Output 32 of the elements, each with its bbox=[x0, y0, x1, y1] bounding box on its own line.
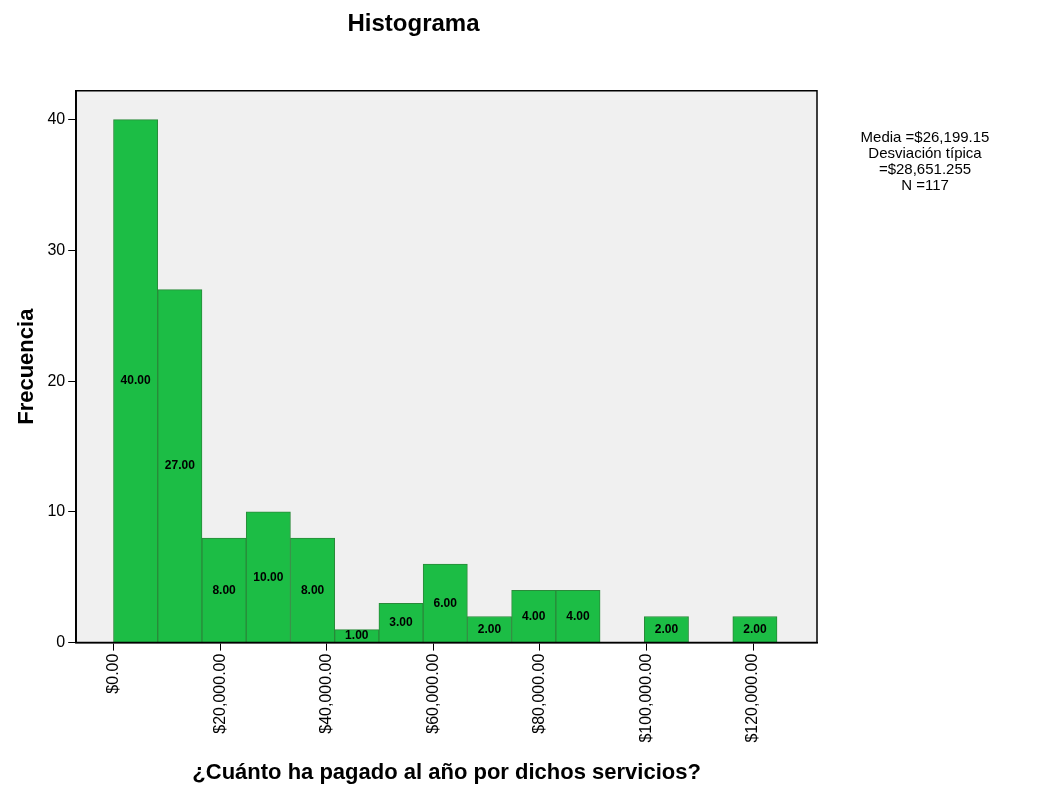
text: N =117 bbox=[900, 176, 950, 193]
text: Media =$26,199.15 bbox=[859, 128, 991, 145]
data-label: 1.00 bbox=[345, 628, 369, 643]
x-tick-label: $120,000.00 bbox=[743, 653, 761, 743]
x-tick-label: $80,000.00 bbox=[530, 653, 548, 734]
text: =$28,651.255 bbox=[877, 160, 972, 177]
data-label: 3.00 bbox=[389, 615, 414, 630]
data-label: 2.00 bbox=[477, 621, 502, 636]
data-label: 8.00 bbox=[300, 582, 325, 597]
y-tick-label: 40 bbox=[47, 109, 66, 127]
x-tick-label: $0.00 bbox=[103, 653, 121, 694]
data-label: 4.00 bbox=[522, 608, 546, 623]
y-tick-label: 10 bbox=[47, 502, 66, 520]
data-label: 40.00 bbox=[120, 373, 151, 388]
data-label: 27.00 bbox=[164, 458, 196, 473]
y-tick-label: 0 bbox=[56, 633, 66, 651]
chart-title: Histograma bbox=[347, 9, 481, 37]
data-label: 10.00 bbox=[253, 569, 284, 584]
x-tick-label: $60,000.00 bbox=[423, 653, 441, 734]
data-label: 2.00 bbox=[654, 621, 679, 636]
data-label: 2.00 bbox=[743, 621, 767, 636]
data-label: 4.00 bbox=[566, 608, 590, 623]
x-tick-label: $100,000.00 bbox=[636, 653, 654, 743]
data-label: 6.00 bbox=[433, 595, 458, 610]
x-tick-label: $20,000.00 bbox=[210, 653, 228, 734]
x-axis-title: ¿Cuánto ha pagado al año por dichos servicios? bbox=[192, 758, 701, 784]
text: Desviación típica bbox=[867, 144, 983, 161]
y-tick-label: 30 bbox=[47, 240, 66, 258]
y-axis-title: Frecuencia bbox=[13, 307, 39, 425]
x-tick-label: $40,000.00 bbox=[317, 653, 335, 734]
y-tick-label: 20 bbox=[47, 371, 66, 389]
data-label: 8.00 bbox=[212, 582, 237, 597]
